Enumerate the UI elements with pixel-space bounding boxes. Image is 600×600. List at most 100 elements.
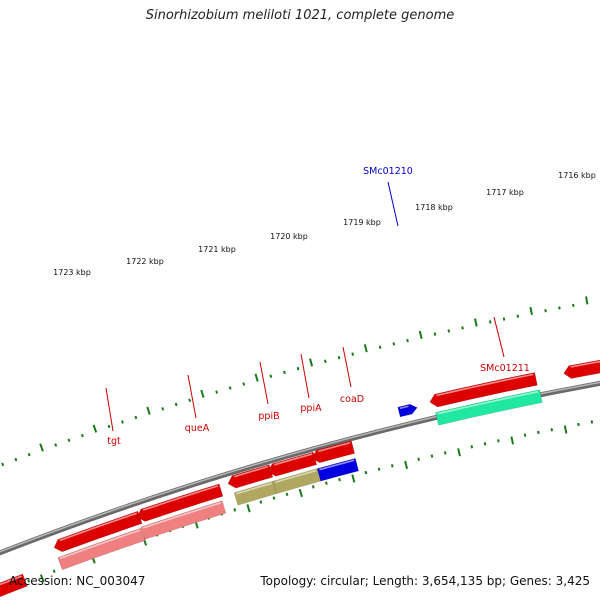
cds-feature-highlight — [233, 465, 269, 478]
accession-label: Accession: NC_003047 — [9, 574, 146, 588]
outer-tick-track — [1, 296, 600, 467]
gene-feature-smc01210-highlight — [399, 405, 409, 410]
outer-tick — [146, 406, 151, 415]
cog-feature-highlight — [437, 390, 539, 415]
cog-feature-highlight — [142, 501, 222, 529]
outer-tick — [516, 314, 520, 318]
cds-feature-highlight — [0, 575, 22, 586]
outer-tick — [572, 303, 575, 308]
outer-tick — [80, 433, 84, 438]
outer-tick — [502, 317, 506, 321]
cds-feature — [0, 573, 28, 598]
ruler-label: 1716 kbp — [558, 171, 596, 180]
cog-feature — [316, 457, 360, 482]
outer-tick — [1, 462, 5, 467]
cog-feature-highlight — [235, 482, 273, 495]
outer-tick — [242, 382, 246, 386]
outer-tick — [461, 326, 464, 330]
inner-tick — [272, 496, 276, 500]
inner-tick — [470, 445, 474, 449]
outer-tick — [558, 306, 561, 310]
outer-tick — [283, 370, 286, 375]
ruler-label: 1718 kbp — [415, 203, 453, 212]
cds-feature-highlight — [142, 485, 219, 511]
inner-tick — [510, 436, 515, 445]
inner-tick — [325, 481, 328, 485]
outer-tick — [544, 309, 547, 313]
outer-tick — [200, 389, 205, 398]
outer-tick — [14, 457, 18, 462]
inner-tick — [523, 433, 527, 437]
outer-tick — [324, 359, 327, 363]
cog-feature — [140, 500, 227, 540]
genome-title: Sinorhizobium meliloti 1021, complete ge… — [145, 8, 455, 23]
inner-tick — [364, 470, 368, 475]
gene-label: coaD — [340, 394, 364, 405]
inner-tick — [390, 464, 394, 468]
inner-tick — [39, 574, 45, 583]
outer-tick — [228, 386, 232, 390]
outer-tick — [174, 402, 178, 407]
inner-tick — [27, 579, 31, 583]
outer-tick — [433, 332, 437, 336]
inner-tick — [311, 485, 315, 489]
inner-tick — [457, 448, 461, 457]
inner-tick — [377, 467, 381, 471]
cog-feature-highlight — [275, 469, 317, 483]
cds-feature-highlight — [436, 373, 534, 397]
outer-tick — [215, 390, 219, 394]
inner-tick — [577, 422, 580, 427]
inner-tick — [285, 492, 289, 497]
outer-tick — [27, 452, 31, 457]
outer-tick — [474, 318, 478, 327]
outer-tick — [378, 345, 382, 349]
inner-tick — [537, 430, 540, 435]
cog-feature-highlight — [319, 459, 355, 471]
cds-feature — [563, 359, 600, 379]
cds-feature — [429, 372, 538, 408]
inner-tick — [563, 425, 568, 434]
inner-tick — [417, 457, 421, 461]
inner-tick — [430, 454, 434, 458]
gene-label: SMc01210 — [363, 166, 413, 177]
ruler-label: 1723 kbp — [53, 268, 91, 277]
cds-feature-highlight — [59, 512, 138, 542]
gene-leader-line — [342, 346, 352, 388]
outer-tick — [309, 358, 314, 367]
outer-tick — [406, 338, 409, 343]
outer-tick — [447, 329, 451, 333]
inner-tick-track — [1, 420, 594, 593]
cds-feature-highlight — [570, 360, 600, 368]
cog-feature — [435, 389, 543, 426]
inner-tick — [259, 500, 263, 504]
ruler-labels: 1716 kbp 1717 kbp 1718 kbp 1719 kbp 1720 kbp… — [53, 171, 596, 277]
gene-labels: SMc01210 SMc01211 coaD ppiA ppiB queA tgt — [105, 166, 530, 447]
outer-tick — [92, 424, 98, 433]
gene-label: queA — [185, 423, 210, 434]
gene-leader-line — [300, 353, 310, 399]
ruler-label: 1721 kbp — [198, 245, 236, 254]
ruler-label: 1722 kbp — [126, 257, 164, 266]
outer-tick — [363, 344, 368, 353]
gene-leader-line — [493, 316, 505, 358]
inner-tick — [550, 428, 554, 432]
cog-feature-highlight — [59, 529, 141, 560]
inner-tick — [590, 420, 594, 424]
inner-tick — [52, 569, 56, 573]
cds-feature-highlight — [318, 441, 351, 453]
inner-tick — [404, 460, 409, 470]
inner-tick — [246, 504, 251, 513]
inner-tick — [351, 474, 356, 483]
gene-leader-line — [187, 374, 197, 419]
ruler-label: 1717 kbp — [486, 188, 524, 197]
gene-label: SMc01211 — [480, 363, 530, 374]
outer-tick — [351, 352, 355, 356]
inner-tick — [233, 508, 237, 512]
cds-feature-highlight — [274, 453, 313, 466]
inner-tick — [298, 488, 303, 498]
outer-tick — [121, 420, 124, 424]
inner-tick — [443, 451, 447, 455]
cog-feature — [233, 480, 278, 506]
feature-track — [0, 359, 600, 598]
